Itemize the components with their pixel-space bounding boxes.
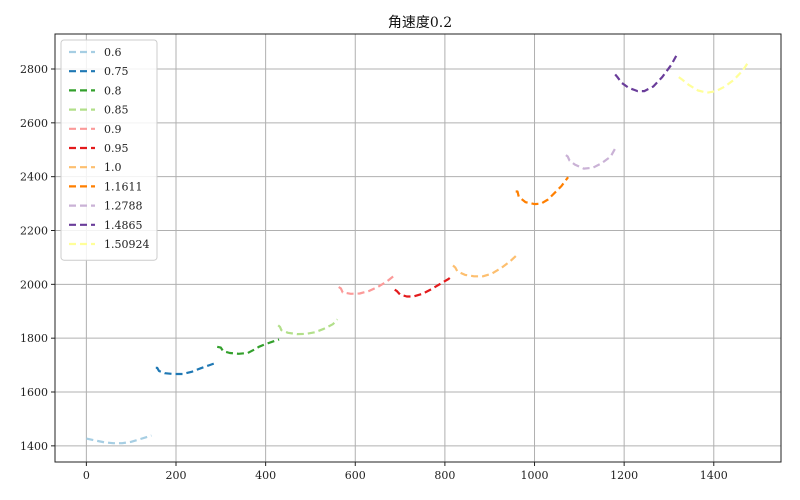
plot-frame <box>54 33 782 463</box>
legend-label: 0.95 <box>104 142 129 155</box>
series-line-1-50924 <box>678 60 750 94</box>
series-line-1-2788 <box>565 147 617 170</box>
y-tick-label: 2200 <box>20 225 48 238</box>
series-line-0-6 <box>86 434 152 445</box>
series-layer <box>86 52 750 445</box>
series-line-0-75 <box>155 361 218 376</box>
tick-layer: 0 200 400 600 800 1000 1200 1400 1400 1600 1800 200… <box>20 63 728 482</box>
legend-label: 1.50924 <box>104 238 150 251</box>
series-line-0-9 <box>338 275 395 295</box>
x-tick-label: 200 <box>166 469 187 482</box>
series-line-0-8 <box>216 338 280 355</box>
y-tick-label: 2600 <box>20 117 48 130</box>
x-tick-label: 1200 <box>610 469 638 482</box>
legend: 0.6 0.75 0.8 0.85 0.9 0.95 1.0 1.1611 1.2788 1.48… <box>60 39 158 261</box>
x-tick-label: 400 <box>255 469 276 482</box>
legend-label: 1.4865 <box>104 219 143 232</box>
series-line-1-1611 <box>515 176 569 206</box>
chart-title: 角速度0.2 <box>388 15 452 31</box>
legend-label: 0.8 <box>104 84 122 97</box>
x-tick-label: 600 <box>345 469 366 482</box>
legend-label: 0.85 <box>104 104 129 117</box>
legend-label: 0.9 <box>104 123 122 136</box>
legend-label: 1.1611 <box>104 180 143 193</box>
series-line-0-85 <box>277 318 339 336</box>
legend-label: 0.75 <box>104 65 129 78</box>
y-tick-label: 1800 <box>20 332 48 345</box>
x-tick-label: 800 <box>434 469 455 482</box>
y-tick-label: 1600 <box>20 386 48 399</box>
series-line-0-95 <box>394 275 453 298</box>
x-tick-label: 0 <box>83 469 90 482</box>
y-tick-label: 2800 <box>20 63 48 76</box>
legend-label: 1.0 <box>104 161 122 174</box>
legend-label: 1.2788 <box>104 200 143 213</box>
series-line-1-0 <box>452 254 518 278</box>
x-tick-label: 1000 <box>521 469 549 482</box>
legend-label: 0.6 <box>104 46 122 59</box>
y-tick-label: 2400 <box>20 171 48 184</box>
y-tick-label: 1400 <box>20 440 48 453</box>
x-tick-label: 1400 <box>700 469 728 482</box>
series-line-1-4865 <box>614 52 679 93</box>
grid-layer <box>55 34 781 462</box>
y-tick-label: 2000 <box>20 278 48 291</box>
